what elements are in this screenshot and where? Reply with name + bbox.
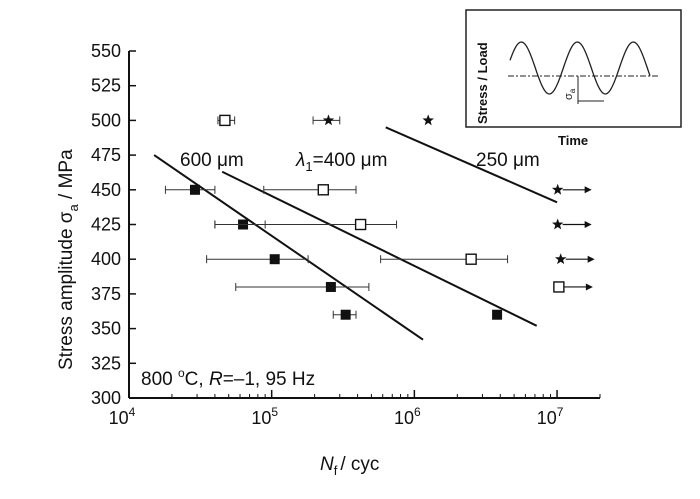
annotation-400um: λ1=400 μm (295, 150, 387, 174)
annotation-600um: 600 μm (180, 150, 244, 171)
runout-arrow-head (587, 255, 595, 263)
y-tick-label: 325 (91, 353, 121, 373)
data-point-open-square (553, 281, 565, 293)
runout-arrow-head (584, 186, 592, 194)
fit-line (221, 170, 538, 327)
y-tick-label: 500 (91, 110, 121, 130)
inset-waveform: Stress / Load Time σa (465, 9, 682, 148)
data-point-open-square (219, 114, 231, 127)
fit-line (153, 154, 424, 341)
y-tick-label: 525 (91, 76, 121, 96)
y-tick-label: 450 (91, 180, 121, 200)
data-point-open-square (354, 218, 367, 231)
x-tick-label: 107 (537, 405, 564, 428)
data-point-filled-square (492, 309, 503, 320)
runout-arrow-head (584, 221, 592, 228)
inset-y-label: Stress / Load (475, 42, 490, 124)
inset-x-label: Time (558, 133, 588, 148)
y-tick-label: 350 (91, 319, 121, 339)
data-point-filled-square (269, 254, 280, 265)
y-tick-label: 300 (91, 388, 121, 408)
data-point-star (322, 114, 335, 126)
y-axis-label: Stress amplitude σa / MPa (56, 149, 81, 370)
y-tick-label: 400 (91, 249, 121, 269)
y-tick-label: 550 (91, 41, 121, 61)
data-point-star (552, 218, 564, 230)
data-point-open-square (465, 253, 477, 265)
x-tick-label: 105 (251, 405, 278, 428)
test-conditions: 800 oC, R=–1, 95 Hz (141, 366, 315, 390)
x-tick-label: 104 (109, 405, 136, 428)
x-tick-label: 106 (394, 405, 421, 428)
annotation-250um: 250 μm (476, 150, 540, 171)
y-tick-label: 425 (91, 215, 121, 235)
data-point-filled-square (189, 184, 200, 195)
data-point-filled-square (325, 281, 336, 292)
inset-amplitude-symbol: σa (563, 88, 577, 100)
runout-arrow-head (585, 283, 593, 291)
y-tick-label: 375 (91, 284, 121, 304)
data-point-open-square (317, 184, 329, 196)
fit-line (385, 126, 558, 204)
data-point-star (552, 183, 564, 195)
plot-area: 300 325 350 375 400 425 450 475 500 525 550 104 105 1… (91, 41, 601, 428)
data-point-filled-square (340, 309, 351, 320)
inset-sine-wave (509, 41, 651, 95)
data-point-star (422, 114, 434, 126)
y-tick-label: 475 (91, 145, 121, 165)
x-axis-label: Nf / cyc (320, 454, 379, 478)
data-point-star (555, 253, 567, 265)
